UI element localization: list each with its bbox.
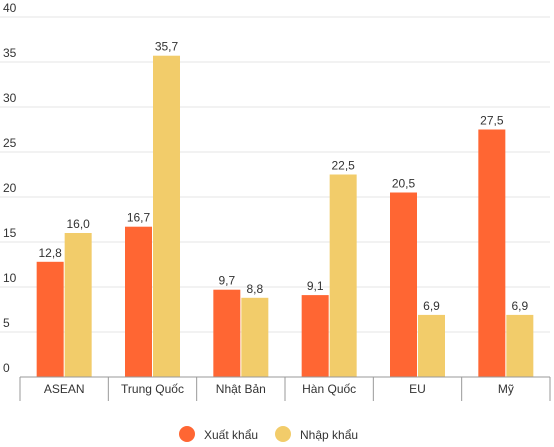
data-label: 22,5: [331, 159, 355, 173]
bar: [125, 226, 152, 377]
data-labels: 12,8 16,7 9,7 9,1 20,5 27,5 16,0 35,7 8,8 22,5 6,9…: [38, 40, 528, 313]
data-label: 16,7: [127, 211, 151, 225]
y-tick-label: 25: [3, 136, 17, 150]
data-label: 27,5: [480, 114, 504, 128]
y-tick-label: 35: [3, 46, 17, 60]
bar: [36, 261, 64, 377]
data-label: 9,1: [307, 279, 324, 293]
bar: [301, 295, 329, 377]
bar: [478, 129, 506, 377]
data-label: 16,0: [66, 217, 90, 231]
legend-swatch[interactable]: [179, 426, 195, 442]
y-tick-label: 15: [3, 226, 17, 240]
y-axis-ticks: 0 5 10 15 20 25 30 35 40: [3, 1, 17, 375]
x-tick-label: Trung Quốc: [121, 382, 184, 396]
y-tick-label: 40: [3, 1, 17, 15]
data-label: 20,5: [392, 177, 416, 191]
bar: [329, 174, 357, 377]
legend-label[interactable]: Nhập khẩu: [300, 428, 358, 442]
y-tick-label: 10: [3, 271, 17, 285]
x-tick-label: Mỹ: [498, 382, 514, 396]
x-tick-label: Nhật Bản: [216, 382, 266, 396]
data-label: 9,7: [218, 274, 235, 288]
data-label: 35,7: [155, 40, 179, 54]
bar: [64, 233, 92, 377]
bar: [506, 314, 534, 377]
bar: [418, 314, 445, 377]
bar: [241, 297, 269, 377]
y-tick-label: 5: [3, 316, 10, 330]
x-axis: [19, 376, 551, 401]
x-tick-label: Hàn Quốc: [302, 382, 356, 396]
x-tick-label: EU: [409, 382, 426, 396]
data-label: 6,9: [511, 299, 528, 313]
x-tick-label: ASEAN: [44, 382, 85, 396]
data-label: 12,8: [38, 246, 62, 260]
y-tick-label: 0: [3, 361, 10, 375]
x-axis-ticks: ASEAN Trung Quốc Nhật Bản Hàn Quốc EU Mỹ: [44, 382, 514, 396]
legend[interactable]: Xuất khẩu Nhập khẩu: [179, 426, 358, 442]
y-tick-label: 20: [3, 181, 17, 195]
legend-label[interactable]: Xuất khẩu: [204, 428, 258, 442]
data-label: 6,9: [423, 299, 440, 313]
y-tick-label: 30: [3, 91, 17, 105]
legend-swatch[interactable]: [275, 426, 291, 442]
bar: [390, 192, 417, 377]
bar: [153, 55, 180, 377]
bars: [36, 55, 534, 377]
bar: [213, 289, 241, 377]
data-label: 8,8: [246, 282, 263, 296]
